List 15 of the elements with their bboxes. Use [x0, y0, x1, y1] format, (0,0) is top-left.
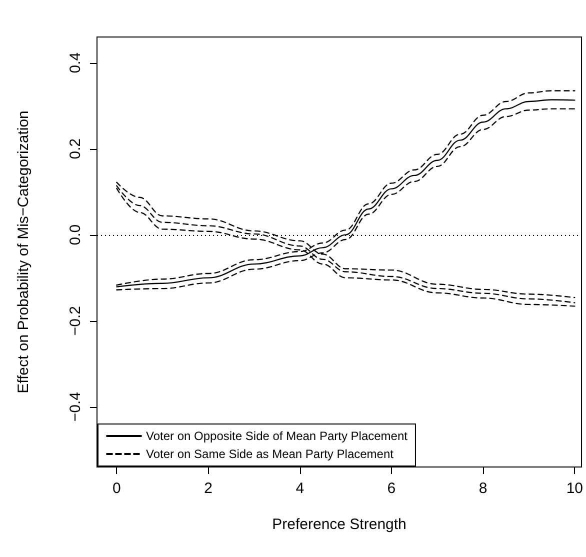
y-tick-label: 0.0	[67, 224, 84, 246]
x-tick-label: 10	[566, 480, 583, 497]
y-axis-title: Effect on Probability of Mis−Categorization	[15, 110, 32, 394]
x-tick-label: 8	[478, 480, 488, 497]
x-tick-label: 2	[204, 480, 212, 497]
x-tick-label: 0	[112, 480, 121, 497]
x-tick-label: 6	[387, 480, 396, 497]
y-tick-label: 0.4	[67, 52, 84, 74]
x-axis-title: Preference Strength	[272, 516, 406, 533]
legend-label: Voter on Opposite Side of Mean Party Placement	[146, 429, 408, 443]
y-tick-label: 0.2	[67, 138, 84, 160]
x-tick-label: 4	[296, 480, 304, 497]
y-tick-label: −0.4	[67, 392, 84, 422]
y-tick-label: −0.2	[67, 306, 84, 336]
legend-label: Voter on Same Side as Mean Party Placement	[146, 447, 394, 461]
